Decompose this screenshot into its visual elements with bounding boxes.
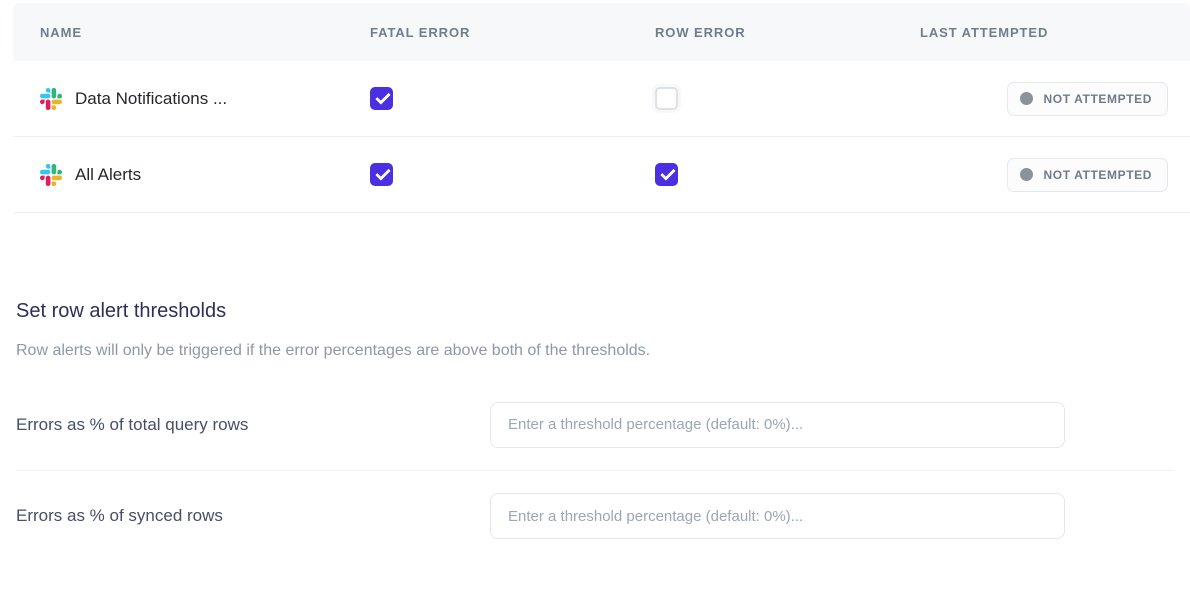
alerts-table: NAME FATAL ERROR ROW ERROR LAST ATTEMPTE… bbox=[13, 3, 1190, 213]
row-error-checkbox[interactable] bbox=[655, 87, 678, 110]
table-header-row: NAME FATAL ERROR ROW ERROR LAST ATTEMPTE… bbox=[13, 3, 1190, 61]
last-attempted-cell: NOT ATTEMPTED bbox=[1006, 157, 1168, 192]
threshold-input-total-query-rows[interactable] bbox=[490, 401, 1065, 448]
fatal-error-checkbox[interactable] bbox=[370, 87, 393, 110]
destination-name-cell: All Alerts bbox=[40, 163, 370, 186]
fatal-error-cell bbox=[370, 87, 655, 110]
row-error-checkbox[interactable] bbox=[655, 163, 678, 186]
fatal-error-checkbox[interactable] bbox=[370, 163, 393, 186]
destination-name: All Alerts bbox=[75, 164, 142, 184]
column-header-row-error: ROW ERROR bbox=[655, 24, 746, 40]
row-error-cell bbox=[655, 163, 920, 186]
threshold-label-total-query-rows: Errors as % of total query rows bbox=[16, 414, 249, 434]
section-title: Set row alert thresholds bbox=[16, 300, 227, 322]
row-error-cell bbox=[655, 87, 920, 110]
threshold-form: Errors as % of total query rows Errors a… bbox=[16, 362, 1174, 561]
threshold-label-synced-rows: Errors as % of synced rows bbox=[16, 506, 223, 525]
status-dot-icon bbox=[1019, 92, 1033, 105]
status-badge-label: NOT ATTEMPTED bbox=[1043, 167, 1152, 182]
column-header-name: NAME bbox=[40, 24, 82, 40]
destination-name-cell: Data Notifications ... bbox=[40, 87, 370, 110]
section-description: Row alerts will only be triggered if the… bbox=[16, 342, 651, 359]
table-row: Data Notifications ... NOT ATTEMPTED bbox=[13, 61, 1190, 137]
form-row-total-query-rows: Errors as % of total query rows bbox=[16, 379, 1174, 470]
slack-icon bbox=[40, 87, 62, 110]
form-row-synced-rows: Errors as % of synced rows bbox=[16, 470, 1174, 561]
status-badge-label: NOT ATTEMPTED bbox=[1043, 91, 1152, 106]
threshold-input-synced-rows[interactable] bbox=[490, 493, 1065, 539]
slack-icon bbox=[40, 163, 62, 186]
last-attempted-cell: NOT ATTEMPTED bbox=[1006, 81, 1168, 116]
column-header-fatal-error: FATAL ERROR bbox=[370, 24, 471, 40]
status-dot-icon bbox=[1019, 168, 1033, 181]
destination-name: Data Notifications ... bbox=[75, 88, 228, 108]
status-badge: NOT ATTEMPTED bbox=[1006, 157, 1168, 192]
fatal-error-cell bbox=[370, 163, 655, 186]
status-badge: NOT ATTEMPTED bbox=[1006, 81, 1168, 116]
table-row: All Alerts NOT ATTEMPTED bbox=[13, 137, 1190, 213]
column-header-last-attempted: LAST ATTEMPTED bbox=[920, 24, 1049, 40]
